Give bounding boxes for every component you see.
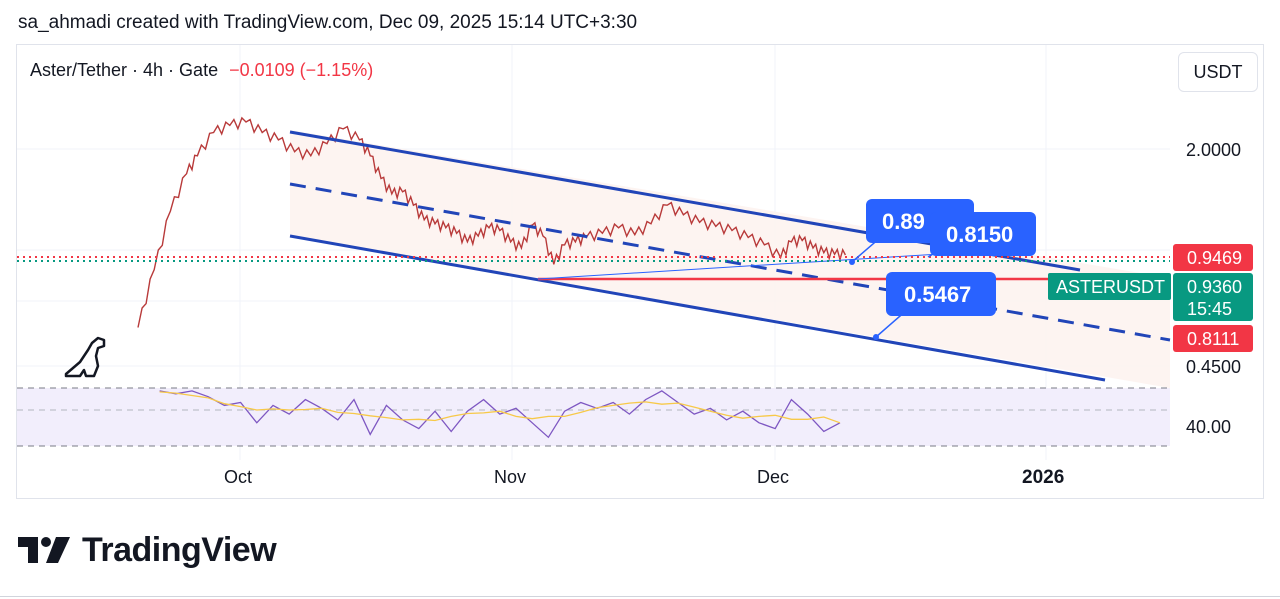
legend-symbol: Aster/Tether · 4h · Gate: [30, 60, 219, 80]
currency-unit-button[interactable]: USDT: [1178, 52, 1258, 92]
oscillator-line: [159, 390, 841, 439]
callout-05467: 0.5467: [873, 272, 996, 340]
callout-089-label: 0.89: [882, 209, 925, 234]
trend-line-thin: [537, 253, 941, 280]
time-axis-label: Nov: [494, 467, 526, 487]
callout-05467-label: 0.5467: [904, 282, 971, 307]
channel-mid-line: [289, 182, 1171, 342]
time-axis-label: Dec: [757, 467, 789, 487]
price-tick-label: 2.0000: [1186, 140, 1241, 160]
callout-05467-box: [886, 272, 996, 316]
price-tag-high: [1173, 244, 1253, 271]
legend-change: −0.0109 (−1.15%): [229, 60, 374, 80]
callout-089-anchor: [849, 259, 855, 265]
symbol-tag-label: ASTERUSDT: [1056, 277, 1165, 297]
price-tag-low-label: 0.8111: [1187, 329, 1239, 349]
price-tag-countdown: 15:45: [1187, 299, 1232, 319]
tradingview-brand[interactable]: TradingView: [18, 528, 277, 572]
chart-frame[interactable]: [16, 44, 1264, 499]
tradingview-logo-icon: [18, 537, 70, 563]
oscillator-axis-label: 40.00: [1186, 417, 1231, 437]
oscillator-signal-line: [159, 391, 841, 424]
callout-08150-box: [930, 212, 1036, 256]
channel-fill: [290, 130, 1170, 388]
page-divider: [0, 596, 1280, 597]
price-series-line: [137, 116, 847, 328]
symbol-tag: [1048, 273, 1171, 300]
brand-name: TradingView: [82, 530, 277, 569]
price-tag-low: [1173, 325, 1253, 352]
time-axis-label-year: 2026: [1022, 467, 1064, 488]
callout-08150-label: 0.8150: [946, 222, 1013, 247]
callout-05467-anchor: [873, 334, 879, 340]
chart-legend: Aster/Tether · 4h · Gate −0.0109 (−1.15%…: [30, 60, 373, 81]
oscillator-band: [17, 388, 1170, 446]
price-tag-last-value: 0.9360: [1187, 277, 1242, 297]
callout-08150: 0.8150: [927, 212, 1036, 258]
price-tag-high-label: 0.9469: [1187, 248, 1242, 268]
dino-icon: [64, 336, 106, 378]
price-tick-label: 0.4500: [1186, 357, 1241, 377]
price-tag-last: [1173, 273, 1253, 321]
attribution-text: sa_ahmadi created with TradingView.com, …: [18, 12, 638, 33]
time-axis-label: Oct: [224, 467, 252, 487]
